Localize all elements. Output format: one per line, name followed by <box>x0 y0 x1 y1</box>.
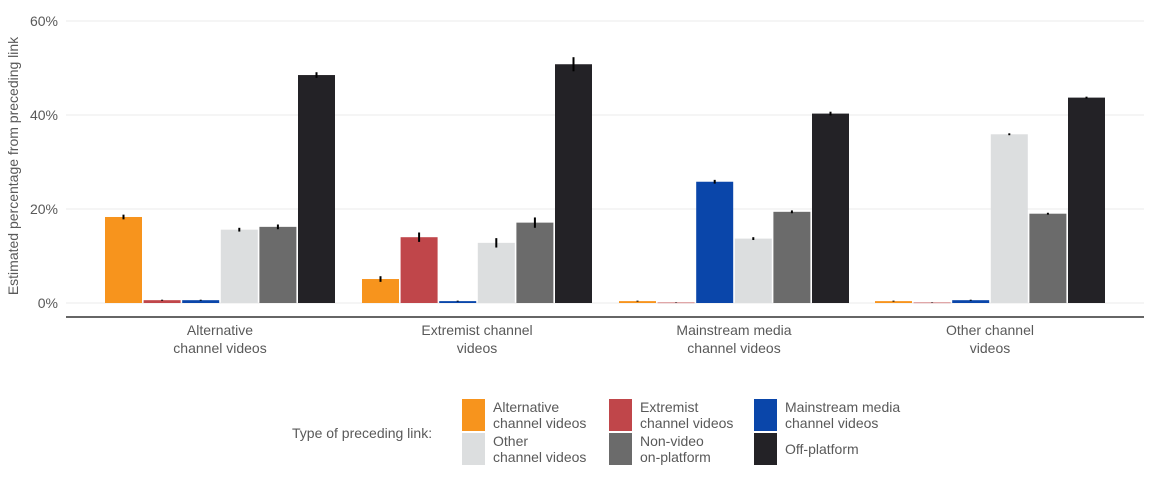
bar <box>477 242 515 303</box>
legend-label: Non-video on-platform <box>640 433 711 465</box>
bar <box>812 113 849 303</box>
y-tick-label: 0% <box>38 295 58 311</box>
legend-swatch <box>754 399 777 431</box>
x-category-label: Other channel videos <box>946 322 1034 356</box>
legend-swatch <box>462 399 485 431</box>
x-category-label: Mainstream media channel videos <box>676 322 791 356</box>
bar <box>913 302 951 304</box>
y-tick-label: 20% <box>30 201 58 217</box>
legend-swatch <box>754 433 777 465</box>
bar <box>143 300 181 303</box>
legend-label: Alternative channel videos <box>493 399 587 431</box>
bar <box>657 302 695 304</box>
legend-label: Other channel videos <box>493 433 587 465</box>
bar <box>259 226 297 303</box>
legend-swatch <box>462 433 485 465</box>
bar <box>1029 213 1067 303</box>
bar <box>220 229 258 303</box>
bar <box>555 64 592 304</box>
bar-chart: 0% 20% 40% 60% Estimated percentage from pre… <box>5 13 1144 356</box>
legend-title: Type of preceding link: <box>292 425 433 441</box>
legend-label: Off-platform <box>785 441 859 457</box>
bar <box>1068 97 1105 303</box>
bar <box>773 211 811 303</box>
legend: Type of preceding link: Alternative chan… <box>292 399 932 467</box>
legend-label: Extremist channel videos <box>640 399 734 431</box>
bar <box>875 301 912 303</box>
bar <box>734 238 772 303</box>
bar <box>182 300 220 303</box>
legend-swatch <box>609 433 632 465</box>
bar <box>952 300 990 303</box>
bar <box>516 222 554 303</box>
legend-label: Mainstream media channel videos <box>785 399 901 431</box>
bar <box>362 279 399 303</box>
y-tick-label: 60% <box>30 13 58 29</box>
y-axis-label: Estimated percentage from preceding link <box>5 36 21 295</box>
legend-swatch <box>609 399 632 431</box>
x-category-label: Alternative channel videos <box>173 322 266 356</box>
bar <box>439 301 477 303</box>
bar <box>400 237 438 303</box>
bar <box>990 134 1028 303</box>
bar <box>298 75 335 303</box>
bar <box>105 216 142 303</box>
x-category-label: Extremist channel videos <box>421 322 532 356</box>
y-tick-label: 40% <box>30 107 58 123</box>
bar <box>696 181 734 303</box>
bar <box>619 301 656 303</box>
